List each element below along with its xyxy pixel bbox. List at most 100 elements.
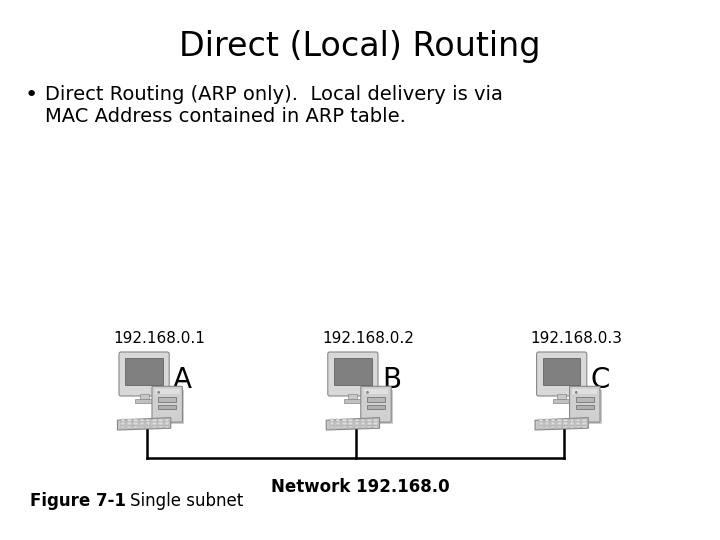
Ellipse shape xyxy=(158,392,160,393)
Bar xyxy=(582,420,587,422)
Bar xyxy=(140,420,144,422)
Bar xyxy=(127,422,132,424)
Bar xyxy=(155,389,180,394)
Bar xyxy=(361,426,365,428)
Bar xyxy=(140,426,144,428)
Text: Network 192.168.0: Network 192.168.0 xyxy=(271,478,449,496)
Bar xyxy=(551,420,555,422)
Bar xyxy=(570,422,574,424)
Bar xyxy=(146,422,150,424)
Bar xyxy=(146,426,150,428)
Bar xyxy=(576,422,580,424)
Text: MAC Address contained in ARP table.: MAC Address contained in ARP table. xyxy=(45,107,406,126)
Bar xyxy=(564,426,568,428)
Bar xyxy=(330,422,334,424)
Bar xyxy=(158,422,163,424)
Bar xyxy=(367,422,372,424)
Bar xyxy=(121,420,125,422)
Bar xyxy=(336,420,341,422)
Bar xyxy=(342,420,346,422)
Text: A: A xyxy=(174,367,192,394)
FancyBboxPatch shape xyxy=(573,390,602,424)
Text: •: • xyxy=(25,85,38,105)
Bar xyxy=(553,400,570,403)
Bar xyxy=(133,426,138,428)
FancyBboxPatch shape xyxy=(570,386,600,422)
Bar xyxy=(127,426,132,428)
Bar xyxy=(152,426,156,428)
Bar xyxy=(576,426,580,428)
Bar xyxy=(158,397,176,402)
Bar xyxy=(135,400,153,403)
Text: 192.168.0.3: 192.168.0.3 xyxy=(531,331,623,346)
Bar xyxy=(570,420,574,422)
Bar xyxy=(557,422,562,424)
Polygon shape xyxy=(326,417,379,430)
FancyBboxPatch shape xyxy=(361,386,391,422)
Bar xyxy=(575,405,594,409)
Bar xyxy=(355,420,359,422)
Text: B: B xyxy=(382,367,401,394)
Bar xyxy=(374,420,378,422)
Text: Single subnet: Single subnet xyxy=(130,492,243,510)
Bar xyxy=(342,426,346,428)
Bar xyxy=(348,422,353,424)
Bar xyxy=(545,422,549,424)
Bar xyxy=(557,420,562,422)
Bar xyxy=(152,420,156,422)
Bar xyxy=(557,394,566,400)
Bar xyxy=(165,422,169,424)
Bar xyxy=(582,422,587,424)
Bar xyxy=(366,397,385,402)
Bar xyxy=(336,426,341,428)
Text: C: C xyxy=(591,367,610,394)
Bar xyxy=(146,420,150,422)
FancyBboxPatch shape xyxy=(328,352,378,396)
Bar xyxy=(121,422,125,424)
Bar xyxy=(165,426,169,428)
Bar xyxy=(158,405,176,409)
Bar xyxy=(582,426,587,428)
Text: Direct (Local) Routing: Direct (Local) Routing xyxy=(179,30,541,63)
Bar xyxy=(557,426,562,428)
FancyBboxPatch shape xyxy=(119,352,169,396)
Bar xyxy=(361,420,365,422)
Bar xyxy=(165,420,169,422)
Bar xyxy=(140,422,144,424)
Bar xyxy=(342,422,346,424)
FancyBboxPatch shape xyxy=(364,390,393,424)
Bar xyxy=(348,394,357,400)
Bar xyxy=(344,400,361,403)
Polygon shape xyxy=(117,417,171,430)
Bar xyxy=(125,359,163,385)
FancyBboxPatch shape xyxy=(536,352,587,396)
Ellipse shape xyxy=(575,392,577,393)
Bar xyxy=(367,426,372,428)
Bar xyxy=(158,426,163,428)
Bar xyxy=(543,359,580,385)
Bar xyxy=(127,420,132,422)
Bar xyxy=(551,426,555,428)
Bar xyxy=(364,389,389,394)
Bar xyxy=(374,426,378,428)
FancyBboxPatch shape xyxy=(156,390,184,424)
Bar xyxy=(330,420,334,422)
Bar xyxy=(367,420,372,422)
Bar xyxy=(572,389,598,394)
Bar xyxy=(539,420,543,422)
Bar xyxy=(355,426,359,428)
Bar xyxy=(551,422,555,424)
Bar xyxy=(334,359,372,385)
Bar xyxy=(564,422,568,424)
Bar xyxy=(361,422,365,424)
Bar xyxy=(539,422,543,424)
Bar xyxy=(366,405,385,409)
Bar xyxy=(576,420,580,422)
Ellipse shape xyxy=(366,392,369,393)
Bar xyxy=(133,422,138,424)
Text: Figure 7-1: Figure 7-1 xyxy=(30,492,126,510)
Bar xyxy=(152,422,156,424)
Bar xyxy=(348,426,353,428)
Text: Direct Routing (ARP only).  Local delivery is via: Direct Routing (ARP only). Local deliver… xyxy=(45,85,503,104)
Bar xyxy=(570,426,574,428)
